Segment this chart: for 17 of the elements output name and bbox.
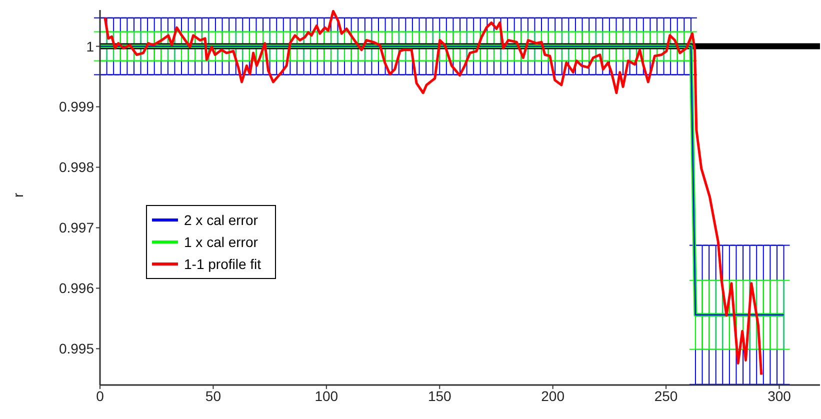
legend-label: 1-1 profile fit (184, 255, 262, 274)
y-tick-label: 0.996 (58, 280, 94, 296)
x-tick-label: 250 (654, 388, 678, 404)
legend-label: 2 x cal error (184, 211, 258, 230)
y-tick-label: 0.995 (58, 340, 94, 357)
y-tick-label: 0.997 (58, 220, 94, 236)
legend-label: 1 x cal error (184, 233, 258, 252)
y-tick-label: 1 (86, 38, 94, 54)
y-axis-title: r (10, 192, 26, 198)
x-tick-label: 200 (541, 388, 565, 404)
y-tick-label: 0.999 (58, 98, 94, 115)
y-tick-label: 0.998 (58, 159, 94, 176)
x-tick-label: 150 (428, 388, 452, 404)
x-tick-label: 50 (205, 388, 222, 404)
x-tick-label: 300 (768, 388, 792, 404)
x-tick-label: 100 (314, 388, 338, 404)
x-tick-label: 0 (96, 388, 104, 404)
